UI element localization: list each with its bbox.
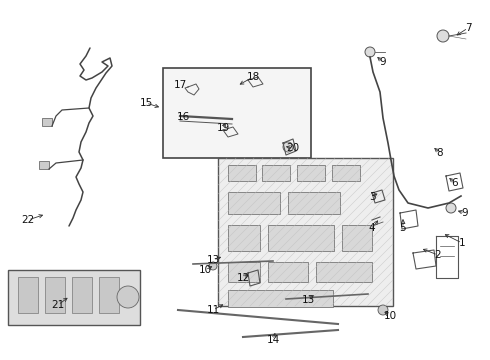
Text: 6: 6 <box>452 178 458 188</box>
Circle shape <box>117 286 139 308</box>
Text: 13: 13 <box>206 255 220 265</box>
Text: 15: 15 <box>139 98 152 108</box>
Bar <box>332 165 360 181</box>
Circle shape <box>283 142 293 152</box>
Text: 19: 19 <box>217 123 230 133</box>
Bar <box>297 165 325 181</box>
Bar <box>228 165 256 181</box>
Circle shape <box>446 203 456 213</box>
Circle shape <box>209 262 217 270</box>
Text: 2: 2 <box>435 250 441 260</box>
Text: 9: 9 <box>380 57 386 67</box>
Text: 22: 22 <box>22 215 35 225</box>
Bar <box>18 277 38 313</box>
Text: 10: 10 <box>384 311 396 321</box>
Text: 11: 11 <box>206 305 220 315</box>
Text: 10: 10 <box>198 265 212 275</box>
Text: 17: 17 <box>173 80 187 90</box>
Text: 16: 16 <box>176 112 190 122</box>
Text: 3: 3 <box>368 192 375 202</box>
Text: 5: 5 <box>400 223 406 233</box>
Circle shape <box>378 305 388 315</box>
Text: 1: 1 <box>459 238 466 248</box>
Bar <box>228 262 260 282</box>
Bar <box>228 192 280 214</box>
Text: 21: 21 <box>51 300 65 310</box>
Bar <box>8 270 140 325</box>
Text: 20: 20 <box>287 143 299 153</box>
Text: 4: 4 <box>368 223 375 233</box>
Circle shape <box>437 30 449 42</box>
Bar <box>163 68 311 158</box>
Text: 12: 12 <box>236 273 249 283</box>
Text: 13: 13 <box>301 295 315 305</box>
Text: 7: 7 <box>465 23 471 33</box>
Bar <box>268 225 334 251</box>
Bar <box>99 277 119 313</box>
Text: 8: 8 <box>437 148 443 158</box>
Text: 14: 14 <box>267 335 280 345</box>
Bar <box>342 225 372 251</box>
Circle shape <box>365 47 375 57</box>
Text: 18: 18 <box>246 72 260 82</box>
Bar <box>42 118 52 126</box>
Bar <box>288 192 340 214</box>
Bar <box>262 165 290 181</box>
Text: 9: 9 <box>462 208 468 218</box>
Bar <box>39 161 49 169</box>
Bar <box>316 262 372 282</box>
Bar <box>268 262 308 282</box>
Bar <box>228 225 260 251</box>
Bar <box>45 277 65 313</box>
Bar <box>72 277 92 313</box>
Bar <box>218 158 393 306</box>
Bar <box>228 290 333 307</box>
